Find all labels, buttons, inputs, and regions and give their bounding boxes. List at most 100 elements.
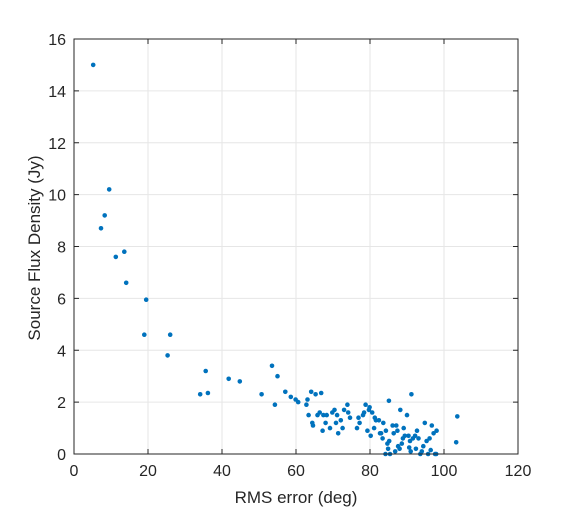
data-point bbox=[313, 392, 318, 397]
x-tick-label: 0 bbox=[70, 463, 79, 480]
data-point bbox=[317, 410, 323, 415]
data-point bbox=[345, 410, 351, 415]
data-point bbox=[324, 412, 330, 418]
data-point bbox=[404, 412, 410, 418]
data-point bbox=[395, 443, 401, 449]
y-tick-label: 12 bbox=[48, 136, 66, 153]
data-point bbox=[409, 392, 414, 397]
x-tick-label: 60 bbox=[287, 463, 305, 480]
data-point bbox=[373, 418, 379, 423]
data-point bbox=[90, 62, 96, 68]
y-tick-label: 4 bbox=[57, 343, 66, 360]
data-point bbox=[399, 441, 405, 446]
data-point bbox=[106, 187, 112, 192]
data-point bbox=[455, 414, 460, 419]
y-tick-label: 2 bbox=[57, 395, 66, 412]
data-point bbox=[392, 449, 398, 454]
data-point bbox=[381, 420, 386, 426]
data-point bbox=[356, 415, 361, 421]
data-point bbox=[203, 368, 208, 374]
tick-labels: 0 20 40 60 80 100 120 0 2 4 6 8 10 12 14 16 bbox=[48, 32, 531, 480]
data-point bbox=[335, 431, 341, 436]
data-point bbox=[341, 407, 347, 413]
data-point bbox=[434, 428, 439, 434]
data-point bbox=[385, 446, 391, 452]
data-point bbox=[333, 420, 339, 426]
data-point bbox=[422, 420, 428, 426]
data-point bbox=[429, 423, 435, 428]
data-point bbox=[412, 433, 418, 439]
data-point bbox=[275, 373, 280, 379]
data-point bbox=[354, 425, 360, 431]
data-point bbox=[361, 410, 367, 415]
y-tick-label: 10 bbox=[48, 188, 66, 205]
data-point bbox=[386, 398, 392, 404]
y-tick-label: 6 bbox=[57, 291, 66, 308]
data-point bbox=[431, 431, 436, 436]
data-point bbox=[197, 392, 203, 397]
data-point bbox=[304, 402, 309, 408]
data-point bbox=[332, 407, 337, 413]
data-point bbox=[365, 428, 370, 434]
data-point bbox=[416, 436, 421, 441]
data-point bbox=[371, 425, 377, 431]
data-point bbox=[305, 397, 310, 402]
data-point bbox=[142, 332, 147, 338]
y-tick-label: 14 bbox=[48, 84, 66, 101]
data-point bbox=[102, 213, 107, 218]
data-point bbox=[167, 332, 173, 338]
data-point bbox=[428, 447, 434, 453]
x-tick-label: 20 bbox=[139, 463, 157, 480]
data-point bbox=[363, 402, 368, 408]
data-point bbox=[113, 254, 119, 260]
data-point bbox=[165, 353, 170, 358]
x-tick-label: 40 bbox=[213, 463, 231, 480]
data-point bbox=[413, 446, 419, 452]
data-point bbox=[323, 420, 328, 426]
data-points bbox=[90, 62, 460, 457]
data-point bbox=[321, 412, 326, 418]
data-point bbox=[143, 297, 149, 303]
x-tick-label: 80 bbox=[361, 463, 379, 480]
data-point bbox=[318, 390, 324, 396]
plot-area-border bbox=[73, 38, 519, 455]
data-point bbox=[226, 376, 231, 382]
data-point bbox=[334, 412, 340, 418]
data-point bbox=[308, 389, 314, 395]
data-point bbox=[288, 394, 294, 400]
y-axis-label: Source Flux Density (Jy) bbox=[25, 155, 44, 340]
data-point bbox=[424, 438, 429, 444]
data-point bbox=[419, 449, 425, 454]
axes bbox=[73, 38, 519, 455]
data-point bbox=[357, 420, 362, 426]
data-point bbox=[414, 428, 420, 434]
data-point bbox=[421, 443, 426, 449]
data-point bbox=[295, 399, 301, 405]
data-point bbox=[259, 392, 264, 397]
x-tick-label: 120 bbox=[505, 463, 532, 480]
data-point bbox=[385, 441, 390, 446]
data-point bbox=[391, 431, 397, 436]
data-point bbox=[320, 428, 325, 434]
data-point bbox=[306, 412, 311, 418]
data-point bbox=[390, 423, 395, 428]
data-point bbox=[453, 440, 459, 445]
data-point bbox=[398, 407, 403, 413]
data-point bbox=[406, 433, 411, 439]
data-point bbox=[205, 390, 211, 396]
data-point bbox=[347, 415, 353, 421]
x-axis-label: RMS error (deg) bbox=[235, 488, 358, 507]
data-point bbox=[237, 379, 243, 384]
data-point bbox=[327, 425, 333, 431]
y-tick-label: 0 bbox=[57, 447, 66, 464]
x-tick-label: 100 bbox=[431, 463, 458, 480]
data-point bbox=[368, 433, 374, 439]
data-point bbox=[427, 436, 432, 441]
data-point bbox=[310, 420, 315, 426]
data-point bbox=[340, 425, 345, 431]
data-point bbox=[283, 389, 288, 395]
data-point bbox=[123, 280, 129, 286]
data-point bbox=[269, 363, 275, 369]
